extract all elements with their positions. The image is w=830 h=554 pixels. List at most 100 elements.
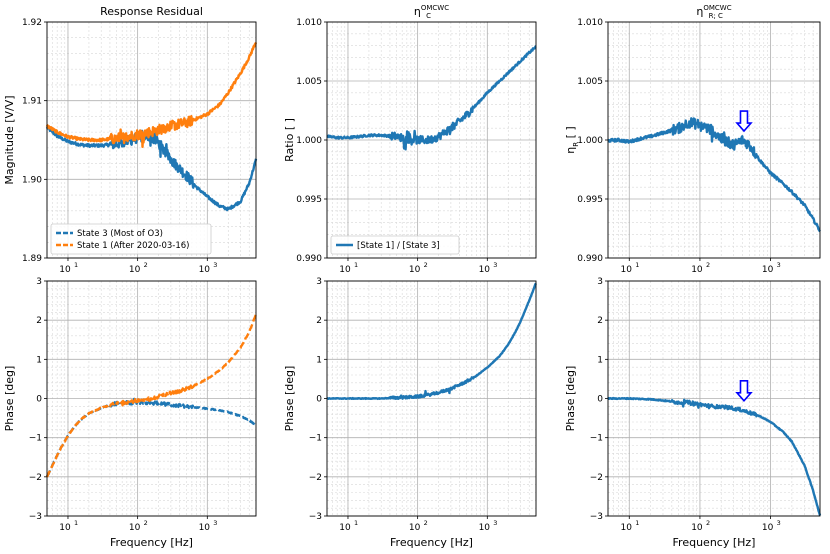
axes-frame (607, 280, 821, 517)
ytick-label: 3 (597, 277, 603, 287)
ylabel: Phase [deg] (283, 366, 296, 432)
ytick-label: 1.010 (577, 18, 603, 28)
ytick-label: 0 (597, 395, 603, 405)
xtick-label: 10 (59, 265, 71, 275)
xtick-exponent: 2 (144, 261, 148, 269)
legend-entry: State 1 (After 2020-03-16) (77, 241, 189, 251)
xtick-label: 10 (199, 265, 211, 275)
subplot-title: ηOMCWC C (414, 4, 449, 20)
series--state-1-state-3- (326, 282, 537, 401)
axes-frame (46, 280, 257, 517)
xlabel: Frequency [Hz] (390, 536, 473, 549)
xtick-label: 10 (762, 523, 774, 533)
ytick-label: 3 (316, 277, 322, 287)
xtick-exponent: 2 (424, 519, 428, 527)
ylabel: Phase [deg] (3, 366, 16, 432)
ylabel: ηR [ ] (564, 126, 580, 153)
series-state-1-after-2020-03-16- (45, 314, 258, 478)
xtick-exponent: 3 (213, 261, 217, 269)
legend-box (50, 223, 212, 255)
xtick-label: 10 (339, 265, 351, 275)
xtick-label: 10 (129, 265, 141, 275)
xtick-label: 10 (409, 265, 421, 275)
ytick-label: 1.91 (22, 97, 42, 107)
xtick-label: 10 (409, 523, 421, 533)
axes-frame (607, 21, 821, 259)
series--r-c (607, 117, 821, 233)
legend-entry: State 3 (Most of O3) (77, 229, 163, 239)
ytick-label: −2 (309, 473, 322, 483)
axes-frame (326, 21, 537, 259)
xtick-exponent: 2 (706, 519, 710, 527)
xtick-exponent: 1 (354, 261, 358, 269)
xtick-label: 10 (762, 265, 774, 275)
xtick-exponent: 3 (493, 261, 497, 269)
series-state-1-after-2020-03-16- (45, 41, 258, 149)
ytick-label: −1 (29, 434, 42, 444)
xtick-exponent: 1 (354, 519, 358, 527)
ytick-label: 1.90 (22, 175, 42, 185)
ytick-label: 1.92 (22, 18, 42, 28)
xlabel: Frequency [Hz] (110, 536, 193, 549)
xtick-label: 10 (59, 523, 71, 533)
xlabel: Frequency [Hz] (673, 536, 756, 549)
ytick-label: 3 (36, 277, 42, 287)
ytick-label: 1.89 (22, 254, 42, 264)
ytick-label: 0 (316, 395, 322, 405)
xtick-exponent: 3 (493, 519, 497, 527)
xtick-exponent: 2 (144, 519, 148, 527)
ytick-label: 1.010 (296, 18, 322, 28)
ytick-label: −2 (29, 473, 42, 483)
ylabel: Ratio [ ] (283, 118, 296, 162)
ylabel: Magnitude [V/V] (3, 95, 16, 184)
ytick-label: 1 (316, 355, 322, 365)
xtick-exponent: 1 (74, 261, 78, 269)
xtick-label: 10 (691, 265, 703, 275)
ytick-label: 0.995 (296, 195, 322, 205)
subplot-title: Response Residual (100, 5, 203, 18)
series--r-c-phase (607, 396, 822, 516)
ytick-label: 0 (36, 395, 42, 405)
ytick-label: 0.990 (577, 254, 603, 264)
xtick-label: 10 (199, 523, 211, 533)
xtick-exponent: 1 (74, 519, 78, 527)
annotation-arrow (735, 110, 753, 133)
ylabel: Phase [deg] (564, 366, 577, 432)
ytick-label: 1 (36, 355, 42, 365)
ytick-label: 2 (597, 316, 603, 326)
xtick-label: 10 (479, 523, 491, 533)
xtick-exponent: 1 (635, 261, 639, 269)
xtick-exponent: 2 (706, 261, 710, 269)
ytick-label: 1.005 (577, 77, 603, 87)
xtick-exponent: 1 (635, 519, 639, 527)
ytick-label: 0.990 (296, 254, 322, 264)
ytick-label: −3 (309, 512, 322, 522)
axes-frame (326, 280, 537, 517)
axes-frame (46, 21, 257, 259)
ytick-label: 1.000 (577, 136, 603, 146)
ytick-label: −2 (590, 473, 603, 483)
legend: [State 1] / [State 3] (330, 235, 460, 255)
xtick-label: 10 (621, 523, 633, 533)
annotation-arrow (735, 379, 753, 402)
legend-box (330, 235, 460, 255)
xtick-label: 10 (339, 523, 351, 533)
ytick-label: 1.000 (296, 136, 322, 146)
ytick-label: 1 (597, 355, 603, 365)
xtick-label: 10 (479, 265, 491, 275)
ytick-label: −1 (309, 434, 322, 444)
xtick-exponent: 3 (777, 261, 781, 269)
ytick-label: 2 (316, 316, 322, 326)
xtick-label: 10 (691, 523, 703, 533)
xtick-label: 10 (129, 523, 141, 533)
subplot-title: ηOMCWC R; C (696, 4, 731, 20)
xtick-label: 10 (621, 265, 633, 275)
legend-entry: [State 1] / [State 3] (357, 241, 440, 251)
